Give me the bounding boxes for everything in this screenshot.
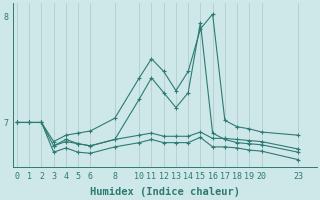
X-axis label: Humidex (Indice chaleur): Humidex (Indice chaleur) xyxy=(90,186,240,197)
